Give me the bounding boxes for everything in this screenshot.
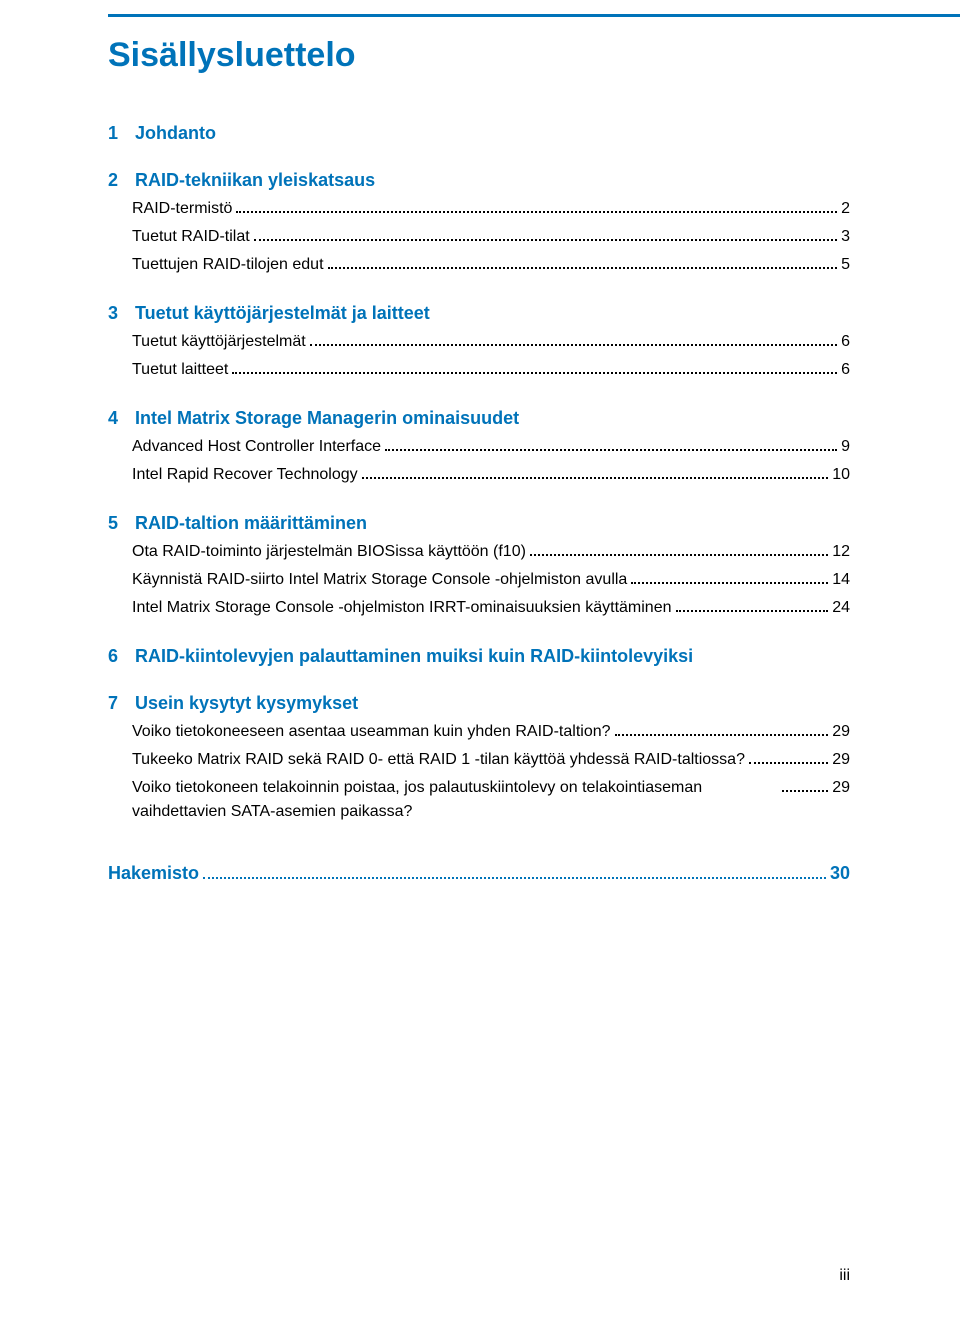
toc-entry[interactable]: Käynnistä RAID-siirto Intel Matrix Stora…: [132, 568, 850, 592]
toc-leader: [203, 877, 826, 879]
toc-entry[interactable]: Voiko tietokoneen telakoinnin poistaa, j…: [132, 776, 850, 824]
toc-leader: [310, 344, 837, 346]
toc-page: 2: [841, 197, 850, 221]
toc-page: 3: [841, 225, 850, 249]
toc-entry[interactable]: RAID-termistö 2: [132, 197, 850, 221]
toc-leader: [530, 554, 828, 556]
chapter-number: 1: [108, 123, 130, 144]
toc-entry[interactable]: Tuetut laitteet 6: [132, 358, 850, 382]
toc-leader: [328, 267, 838, 269]
chapter-4-heading[interactable]: 4 Intel Matrix Storage Managerin ominais…: [108, 408, 850, 429]
toc-label: Tuetut RAID-tilat: [132, 225, 250, 249]
toc-label: Advanced Host Controller Interface: [132, 435, 381, 459]
toc-page: 6: [841, 358, 850, 382]
toc-entry[interactable]: Tukeeko Matrix RAID sekä RAID 0- että RA…: [132, 748, 850, 772]
chapter-title: Intel Matrix Storage Managerin ominaisuu…: [135, 408, 519, 428]
toc-entry[interactable]: Advanced Host Controller Interface 9: [132, 435, 850, 459]
toc-page: 29: [832, 748, 850, 772]
toc-leader: [232, 372, 837, 374]
toc-leader: [615, 734, 829, 736]
chapter-2-heading[interactable]: 2 RAID-tekniikan yleiskatsaus: [108, 170, 850, 191]
toc-leader: [385, 449, 837, 451]
toc-page: 5: [841, 253, 850, 277]
chapter-title: RAID-taltion määrittäminen: [135, 513, 367, 533]
toc-page: 29: [832, 776, 850, 800]
toc-label: Tukeeko Matrix RAID sekä RAID 0- että RA…: [132, 748, 745, 772]
chapter-6-heading[interactable]: 6 RAID-kiintolevyjen palauttaminen muiks…: [108, 646, 850, 667]
toc-page: 10: [832, 463, 850, 487]
chapter-number: 4: [108, 408, 130, 429]
toc-entry[interactable]: Tuetut käyttöjärjestelmät 6: [132, 330, 850, 354]
chapter-5-heading[interactable]: 5 RAID-taltion määrittäminen: [108, 513, 850, 534]
page-content: Sisällysluettelo 1 Johdanto 2 RAID-tekni…: [0, 0, 960, 887]
toc-page: 29: [832, 720, 850, 744]
toc-entry[interactable]: Voiko tietokoneeseen asentaa useamman ku…: [132, 720, 850, 744]
toc-entry[interactable]: Tuetut RAID-tilat 3: [132, 225, 850, 249]
toc-label: Tuetut laitteet: [132, 358, 228, 382]
chapter-number: 2: [108, 170, 130, 191]
toc-entry[interactable]: Intel Rapid Recover Technology 10: [132, 463, 850, 487]
chapter-3-heading[interactable]: 3 Tuetut käyttöjärjestelmät ja laitteet: [108, 303, 850, 324]
chapter-title: Usein kysytyt kysymykset: [135, 693, 358, 713]
top-rule: [108, 14, 960, 17]
toc-page: 14: [832, 568, 850, 592]
toc-label: Intel Matrix Storage Console -ohjelmisto…: [132, 596, 672, 620]
chapter-number: 5: [108, 513, 130, 534]
toc-leader: [236, 211, 837, 213]
toc-label: Intel Rapid Recover Technology: [132, 463, 358, 487]
toc-entry[interactable]: Ota RAID-toiminto järjestelmän BIOSissa …: [132, 540, 850, 564]
toc-page: 9: [841, 435, 850, 459]
toc-leader: [782, 790, 828, 792]
toc-page: 12: [832, 540, 850, 564]
toc-leader: [362, 477, 829, 479]
chapter-1-heading[interactable]: 1 Johdanto: [108, 123, 850, 144]
chapter-number: 3: [108, 303, 130, 324]
page-number: iii: [839, 1267, 850, 1285]
toc-page: 24: [832, 596, 850, 620]
toc-leader: [749, 762, 828, 764]
toc-label: Tuetut käyttöjärjestelmät: [132, 330, 306, 354]
index-heading[interactable]: Hakemisto 30: [108, 860, 850, 887]
toc-label: Tuettujen RAID-tilojen edut: [132, 253, 324, 277]
toc-leader: [254, 239, 837, 241]
chapter-7-heading[interactable]: 7 Usein kysytyt kysymykset: [108, 693, 850, 714]
chapter-number: 6: [108, 646, 130, 667]
toc-label: Voiko tietokoneen telakoinnin poistaa, j…: [132, 776, 778, 824]
toc-page: 6: [841, 330, 850, 354]
toc-label: Käynnistä RAID-siirto Intel Matrix Stora…: [132, 568, 627, 592]
page-title: Sisällysluettelo: [108, 36, 850, 75]
chapter-title: Johdanto: [135, 123, 216, 143]
chapter-number: 7: [108, 693, 130, 714]
toc-entry[interactable]: Tuettujen RAID-tilojen edut 5: [132, 253, 850, 277]
toc-leader: [631, 582, 828, 584]
toc-leader: [676, 610, 829, 612]
chapter-title: Tuetut käyttöjärjestelmät ja laitteet: [135, 303, 430, 323]
toc-label: Ota RAID-toiminto järjestelmän BIOSissa …: [132, 540, 526, 564]
chapter-title: RAID-tekniikan yleiskatsaus: [135, 170, 375, 190]
toc-label: RAID-termistö: [132, 197, 232, 221]
chapter-title: RAID-kiintolevyjen palauttaminen muiksi …: [135, 646, 693, 666]
toc-label: Voiko tietokoneeseen asentaa useamman ku…: [132, 720, 611, 744]
toc-page: 30: [830, 860, 850, 887]
toc-label: Hakemisto: [108, 860, 199, 887]
toc-entry[interactable]: Intel Matrix Storage Console -ohjelmisto…: [132, 596, 850, 620]
